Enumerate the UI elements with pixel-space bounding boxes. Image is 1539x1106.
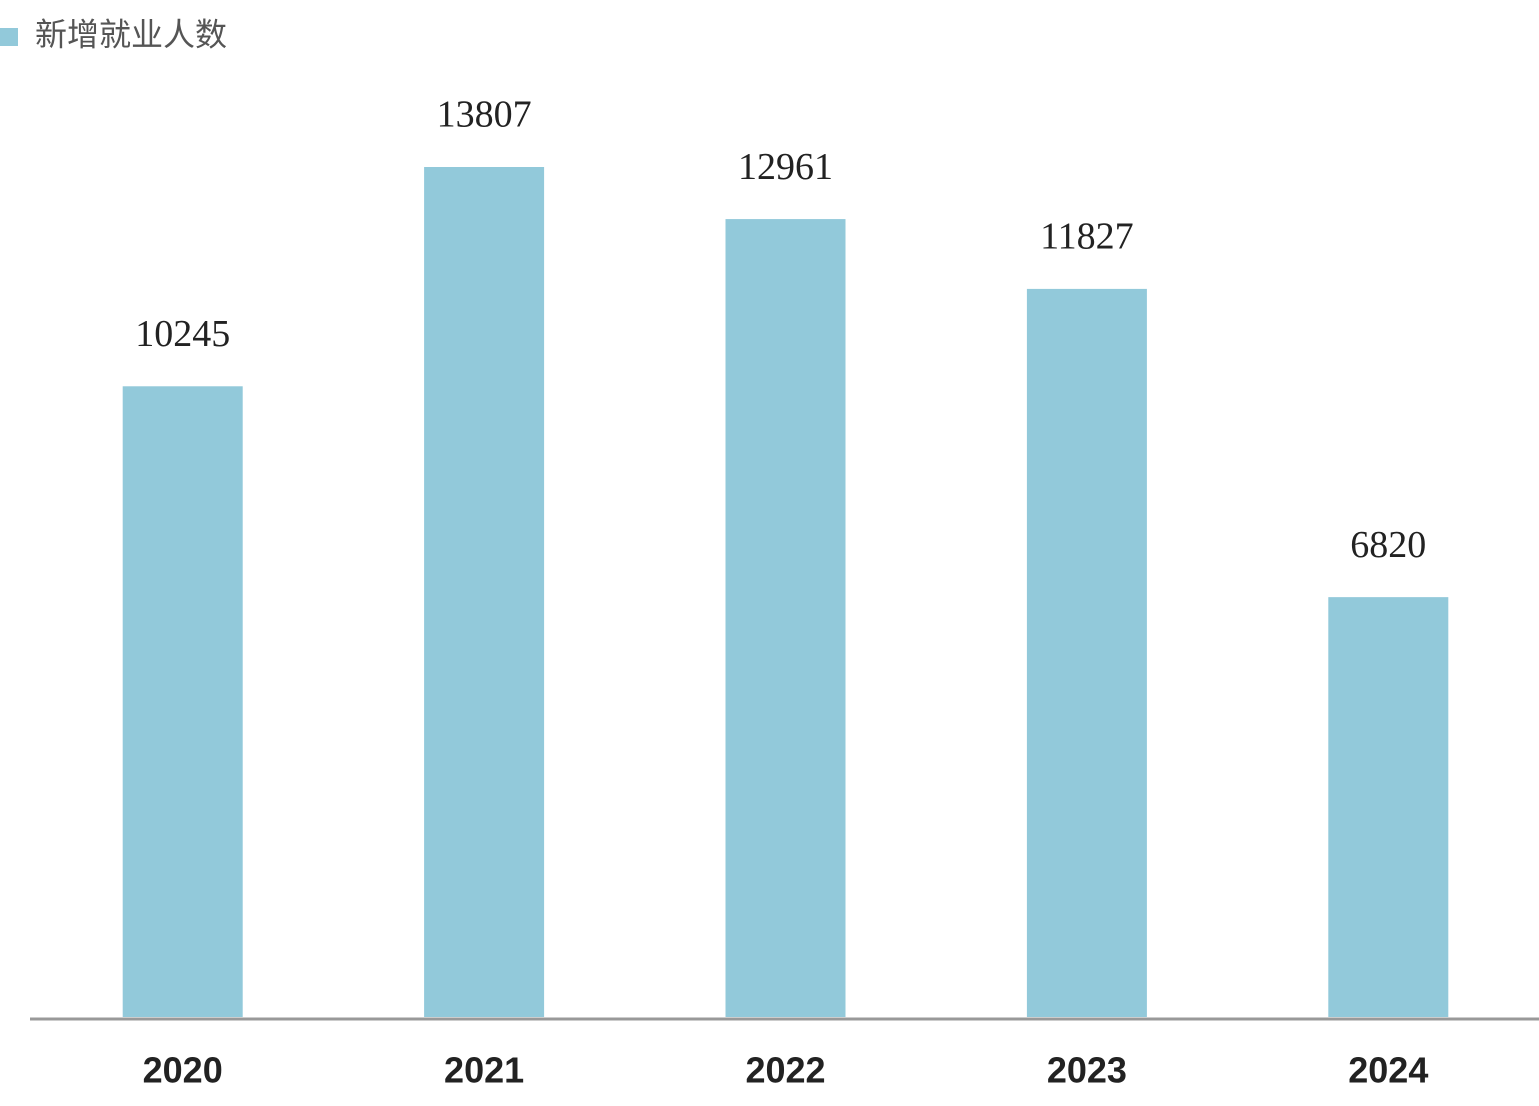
x-tick-label: 2024 <box>1348 1050 1428 1091</box>
x-tick-label: 2023 <box>1047 1050 1127 1091</box>
bar <box>122 386 243 1017</box>
value-label: 10245 <box>135 313 230 355</box>
legend-label: 新增就业人数 <box>35 16 227 54</box>
value-label: 12961 <box>738 146 833 188</box>
value-label: 11827 <box>1040 216 1134 258</box>
legend-swatch <box>0 28 18 46</box>
value-label: 13807 <box>437 94 532 136</box>
bar <box>1328 597 1449 1017</box>
x-tick-label: 2022 <box>745 1050 825 1091</box>
bar <box>424 167 545 1017</box>
bar <box>725 219 846 1017</box>
bar <box>1026 288 1147 1018</box>
x-tick-label: 2020 <box>143 1050 223 1091</box>
x-tick-label: 2021 <box>444 1050 524 1091</box>
value-label: 6820 <box>1350 524 1426 566</box>
